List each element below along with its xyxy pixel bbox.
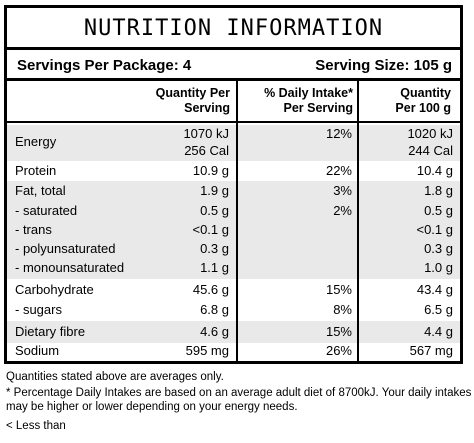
per-serving-value: 10.9 g — [192, 163, 229, 178]
footnote-less-than: < Less than — [6, 420, 66, 432]
table-row: - polyunsaturated 0.3 g 0.3 g — [7, 241, 460, 260]
per-100g-value: 4.4 g — [424, 324, 453, 339]
servings-per-package: Servings Per Package: 4 — [17, 57, 192, 74]
per-100g-value: 567 mg — [409, 343, 453, 358]
per-serving-value: 1.1 g — [200, 260, 229, 275]
header-col1-line1: Quantity Per — [155, 86, 230, 100]
per-serving-value: 1070 kJ — [183, 126, 229, 141]
nutrient-name: Energy — [15, 134, 57, 149]
nutrient-name: Carbohydrate — [15, 282, 94, 297]
header-col2-line2: Per Serving — [283, 101, 353, 115]
per-100g-value: 43.4 g — [416, 282, 453, 297]
per-100g-value: 6.5 g — [424, 302, 453, 317]
servings-bar: Servings Per Package: 4 Serving Size: 10… — [7, 47, 460, 81]
column-divider — [236, 81, 238, 361]
table-row: - trans <0.1 g <0.1 g — [7, 222, 460, 241]
per-100g-value-secondary: 244 Cal — [408, 143, 453, 158]
nutrient-name: Fat, total — [15, 183, 66, 198]
footnote-averages: Quantities stated above are averages onl… — [6, 371, 224, 383]
nutrient-name: Sodium — [15, 343, 60, 358]
daily-intake-value: 22% — [325, 163, 352, 178]
nutrient-name: - trans — [15, 222, 52, 237]
table-row: - monounsaturated 1.1 g 1.0 g — [7, 260, 460, 279]
table-row: Protein 10.9 g 22% 10.4 g — [7, 161, 460, 181]
daily-intake-value: 15% — [325, 282, 352, 297]
per-100g-value: 1.8 g — [424, 183, 453, 198]
table-row: Sodium 595 mg 26% 567 mg — [7, 343, 460, 361]
per-100g-value: 0.3 g — [424, 241, 453, 256]
per-serving-value: 6.8 g — [200, 302, 229, 317]
table-row: Energy 1070 kJ 256 Cal 12% 1020 kJ 244 C… — [7, 125, 460, 161]
serving-size: Serving Size: 105 g — [315, 57, 452, 74]
footnote-daily-intake-line1: * Percentage Daily Intakes are based on … — [6, 387, 472, 399]
nutrient-name: Dietary fibre — [15, 324, 86, 339]
daily-intake-value: 8% — [333, 302, 352, 317]
header-quantity-per-serving: Quantity Per Serving — [146, 81, 230, 121]
per-serving-value: 1.9 g — [200, 183, 229, 198]
table-row: - saturated 0.5 g 2% 0.5 g — [7, 203, 460, 222]
per-serving-value: 4.6 g — [200, 324, 229, 339]
header-daily-intake: % Daily Intake* Per Serving — [239, 81, 353, 121]
daily-intake-value: 26% — [325, 343, 352, 358]
per-serving-value: 0.3 g — [200, 241, 229, 256]
column-divider — [357, 81, 359, 361]
daily-intake-value: 12% — [325, 126, 352, 141]
per-serving-value: 0.5 g — [200, 203, 229, 218]
header-col3-line1: Quantity — [400, 86, 451, 100]
per-serving-value: 595 mg — [185, 343, 229, 358]
per-serving-value: 45.6 g — [192, 282, 229, 297]
nutrient-name: - polyunsaturated — [15, 241, 116, 256]
per-100g-value: 0.5 g — [424, 203, 453, 218]
fat-group — [7, 181, 460, 279]
header-col2-line1: % Daily Intake* — [264, 86, 353, 100]
header-col3-line2: Per 100 g — [395, 101, 451, 115]
header-col1-line2: Serving — [184, 101, 230, 115]
table-row: - sugars 6.8 g 8% 6.5 g — [7, 301, 460, 321]
daily-intake-value: 3% — [333, 183, 352, 198]
nutrient-name: Protein — [15, 163, 57, 178]
per-100g-value: 1020 kJ — [407, 126, 453, 141]
header-divider — [7, 121, 460, 123]
nutrition-panel: NUTRITION INFORMATION Servings Per Packa… — [4, 5, 463, 364]
per-100g-value: 1.0 g — [424, 260, 453, 275]
table-row: Fat, total 1.9 g 3% 1.8 g — [7, 183, 460, 202]
per-100g-value: <0.1 g — [416, 222, 453, 237]
per-serving-value: <0.1 g — [192, 222, 229, 237]
header-quantity-per-100g: Quantity Per 100 g — [365, 81, 451, 121]
per-serving-value-secondary: 256 Cal — [184, 143, 229, 158]
panel-title: NUTRITION INFORMATION — [83, 16, 384, 41]
nutrient-name: - sugars — [15, 302, 62, 317]
nutrient-name: - monounsaturated — [15, 260, 125, 275]
table-row: Dietary fibre 4.6 g 15% 4.4 g — [7, 321, 460, 343]
daily-intake-value: 15% — [325, 324, 352, 339]
per-100g-value: 10.4 g — [416, 163, 453, 178]
daily-intake-value: 2% — [333, 203, 352, 218]
table-row: Carbohydrate 45.6 g 15% 43.4 g — [7, 281, 460, 301]
footnote-daily-intake-line2: may be higher or lower depending on your… — [6, 401, 298, 413]
nutrient-name: - saturated — [15, 203, 78, 218]
